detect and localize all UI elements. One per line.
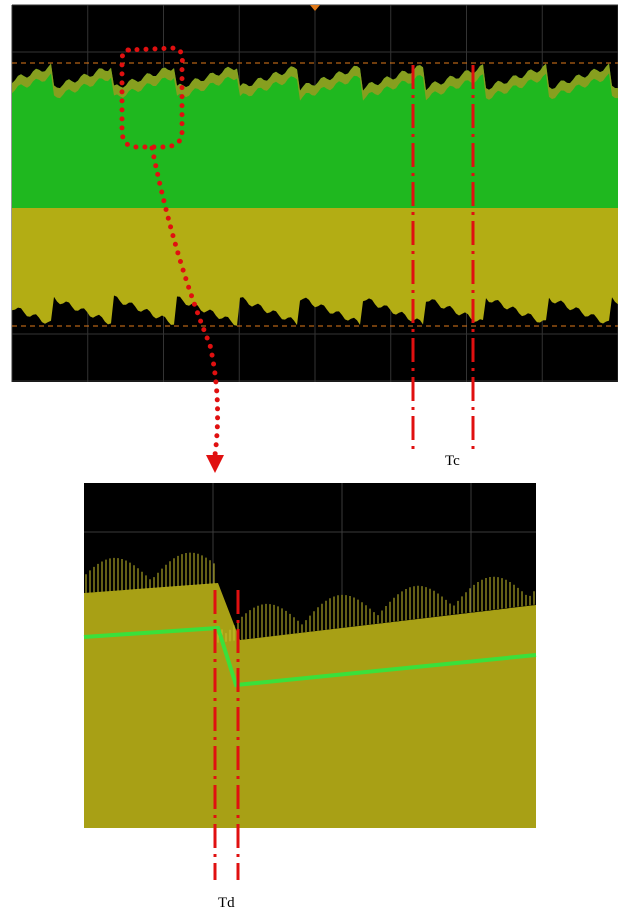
- zoom-green: [83, 625, 537, 688]
- trigger-marker: [310, 5, 320, 11]
- zoom-callout: [119, 45, 221, 458]
- trace-edge: [12, 63, 618, 101]
- top-scope: [11, 4, 618, 382]
- tc-label: Tc: [445, 453, 460, 469]
- zoom-scope: [83, 483, 537, 828]
- tc-markers: [411, 65, 475, 450]
- td-markers: [213, 590, 240, 880]
- zoom-region: [119, 45, 185, 150]
- yellow-trace: [12, 208, 618, 326]
- td-label: Td: [218, 895, 235, 911]
- zoom-arrow: [206, 455, 224, 473]
- zoom-yellow: [84, 583, 536, 828]
- zoom-noise: [85, 552, 535, 643]
- green-trace: [12, 63, 618, 209]
